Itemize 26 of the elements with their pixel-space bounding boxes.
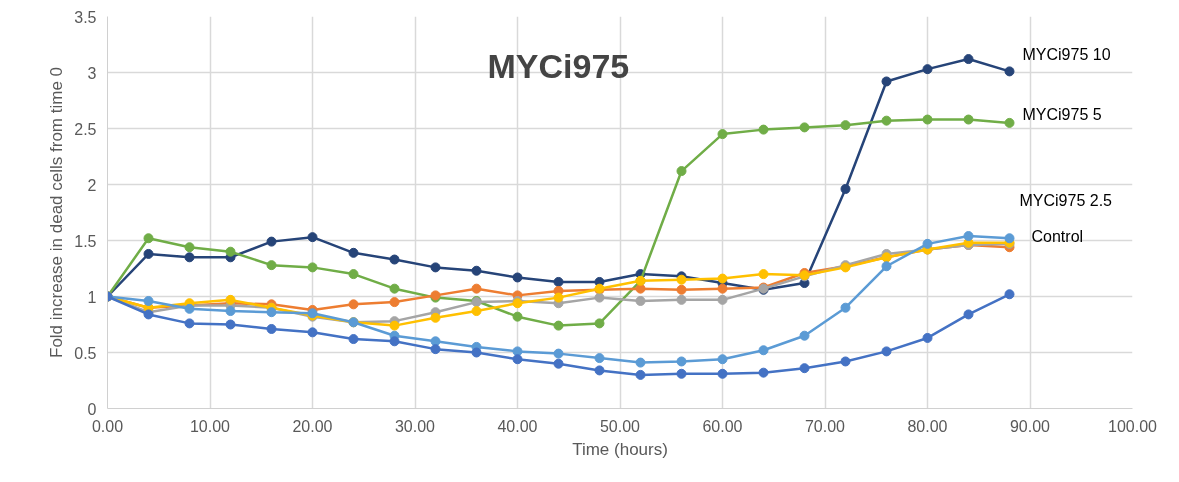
x-tick-label: 30.00: [394, 417, 436, 435]
x-tick-label: 70.00: [804, 417, 846, 435]
y-tick-label: 3: [87, 64, 97, 82]
x-axis-title: Time (hours): [572, 439, 668, 459]
x-tick-label: 50.00: [599, 417, 641, 435]
y-tick-label: 0: [87, 400, 97, 418]
x-tick-label: 80.00: [907, 417, 948, 435]
annotation: MYCi975 10: [1022, 46, 1111, 63]
y-tick-label: 2: [87, 176, 97, 194]
x-tick-label: 0.00: [91, 417, 124, 435]
x-tick-label: 20.00: [292, 417, 333, 435]
text: MYCi975: [487, 46, 630, 85]
y-axis-title: Fold increase in dead cells from time 0: [47, 66, 67, 359]
x-tick-label: 10.00: [189, 417, 231, 435]
y-tick-label: 2.5: [74, 120, 97, 138]
y-tick-label: 3.5: [74, 8, 97, 26]
x-tick-label: 100.00: [1108, 417, 1158, 435]
annotation: MYCi975 5: [1022, 106, 1102, 123]
y-tick-label: 1: [87, 288, 97, 306]
y-tick-label: 0.5: [74, 344, 97, 362]
x-tick-label: 60.00: [702, 417, 743, 435]
y-tick-label: 1.5: [74, 232, 97, 250]
annotation: Control: [1031, 228, 1084, 245]
x-tick-label: 90.00: [1009, 417, 1051, 435]
annotation: MYCi975 2.5: [1019, 192, 1113, 209]
x-tick-label: 40.00: [497, 417, 538, 435]
